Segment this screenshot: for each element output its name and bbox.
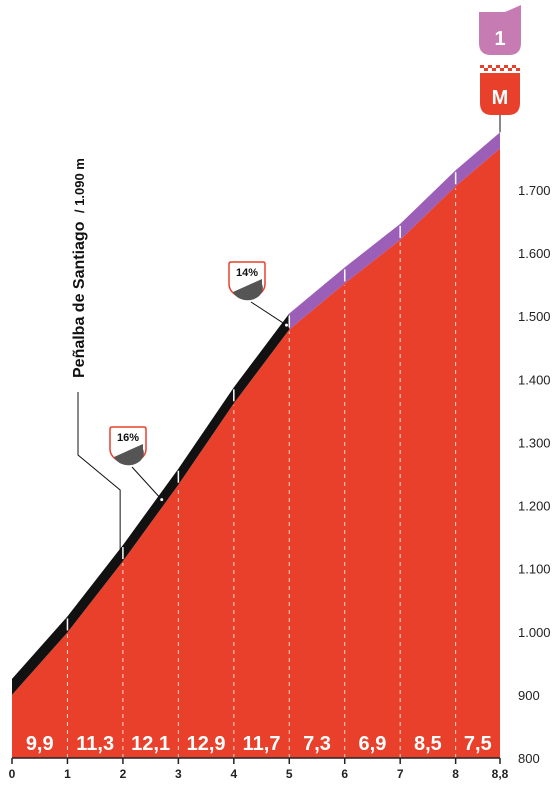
y-tick-1500: 1.500 bbox=[518, 309, 551, 324]
x-tick-label-2: 2 bbox=[120, 767, 127, 781]
y-tick-900: 900 bbox=[518, 688, 540, 703]
pass-leader bbox=[77, 392, 121, 557]
pass-altitude: / 1.090 m bbox=[72, 158, 87, 213]
max-gradient-leader bbox=[250, 301, 287, 326]
checker-square bbox=[508, 68, 512, 71]
category-badge-shape bbox=[479, 5, 521, 55]
y-tick-1600: 1.600 bbox=[518, 246, 551, 261]
max-gradient-slope-icon bbox=[114, 444, 144, 466]
max-gradient-label: 14% bbox=[236, 267, 258, 279]
x-tick-label-8,8: 8,8 bbox=[492, 767, 509, 781]
checker-square bbox=[488, 65, 492, 68]
x-tick-label-8: 8 bbox=[452, 767, 459, 781]
y-tick-800: 800 bbox=[518, 751, 540, 766]
x-tick-label-5: 5 bbox=[286, 767, 293, 781]
category-label: 1 bbox=[494, 28, 505, 50]
gradient-label-3: 12,1 bbox=[131, 733, 170, 755]
checker-square bbox=[512, 65, 516, 68]
elevation-area bbox=[12, 148, 500, 758]
gradient-label-1: 9,9 bbox=[26, 733, 54, 755]
gradient-label-9: 7,5 bbox=[464, 733, 492, 755]
max-gradient-slope-icon bbox=[233, 279, 263, 301]
pass-label: Peñalba de Santiago / 1.090 m bbox=[71, 158, 88, 378]
checker-square bbox=[500, 68, 504, 71]
x-tick-label-7: 7 bbox=[397, 767, 404, 781]
checker-square bbox=[504, 65, 508, 68]
y-tick-1400: 1.400 bbox=[518, 372, 551, 387]
y-tick-1100: 1.100 bbox=[518, 562, 551, 577]
x-tick-label-1: 1 bbox=[64, 767, 71, 781]
elevation-fill bbox=[12, 148, 500, 758]
gradient-labels: 9,9 11,3 12,1 12,9 11,7 7,3 6,9 8,5 7,5 bbox=[26, 733, 492, 755]
checker-square bbox=[516, 68, 520, 71]
category-badge: 1 bbox=[479, 5, 521, 55]
y-axis: 800 900 1.000 1.100 1.200 1.300 1.400 1.500 1.60… bbox=[518, 183, 551, 766]
summit-markers: 1M bbox=[479, 5, 521, 133]
gradient-label-7: 6,9 bbox=[359, 733, 387, 755]
x-tick-label-0: 0 bbox=[9, 767, 16, 781]
max-gradient-point bbox=[284, 323, 289, 328]
checker-square bbox=[484, 68, 488, 71]
max-gradient-markers: 16% 14% bbox=[109, 261, 289, 502]
gradient-label-2: 11,3 bbox=[76, 733, 114, 755]
pass-annotation: Peñalba de Santiago / 1.090 m bbox=[71, 158, 121, 557]
road-kilometer-ticks bbox=[66, 172, 457, 631]
y-tick-1200: 1.200 bbox=[518, 499, 551, 514]
finish-label: M bbox=[492, 87, 509, 109]
checker-square bbox=[496, 65, 500, 68]
max-gradient-marker-2: 14% bbox=[228, 261, 289, 328]
y-tick-1000: 1.000 bbox=[518, 625, 551, 640]
km-gridlines bbox=[66, 188, 457, 758]
x-tick-label-6: 6 bbox=[341, 767, 348, 781]
y-tick-1700: 1.700 bbox=[518, 183, 551, 198]
gradient-label-6: 7,3 bbox=[303, 733, 331, 755]
gradient-label-4: 12,9 bbox=[187, 733, 226, 755]
road-band-upper bbox=[289, 132, 500, 330]
finish-badge-shape bbox=[480, 73, 520, 115]
gradient-label-5: 11,7 bbox=[243, 733, 281, 755]
road-band bbox=[12, 132, 500, 695]
checker-square bbox=[492, 68, 496, 71]
checker-square bbox=[480, 65, 484, 68]
y-tick-1300: 1.300 bbox=[518, 435, 551, 450]
finish-badge: M bbox=[480, 65, 520, 115]
max-gradient-marker-1: 16% bbox=[109, 426, 164, 502]
pass-name: Peñalba de Santiago bbox=[71, 221, 88, 378]
max-gradient-point bbox=[159, 497, 164, 502]
max-gradient-leader bbox=[131, 466, 163, 500]
x-axis: 0 1 2 3 4 5 6 7 8 8,8 bbox=[9, 757, 509, 781]
road-band-lower bbox=[12, 313, 290, 695]
max-gradient-label: 16% bbox=[117, 432, 139, 444]
gradient-label-8: 8,5 bbox=[414, 733, 442, 755]
x-tick-label-3: 3 bbox=[175, 767, 182, 781]
x-tick-label-4: 4 bbox=[230, 767, 237, 781]
